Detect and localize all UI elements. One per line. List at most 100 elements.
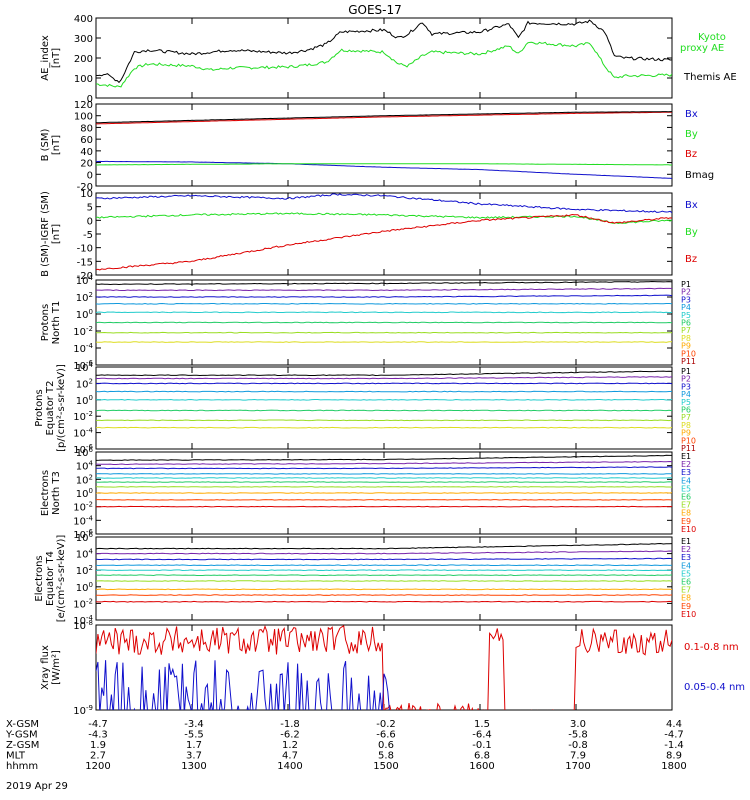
ephemeris-value: -5.5: [184, 730, 204, 741]
y-tick-label: 100: [74, 74, 93, 85]
legend-e3: E3: [681, 468, 691, 477]
y-tick-label: 10-6: [73, 443, 93, 456]
date-label: 2019 Apr 29: [6, 781, 68, 792]
panel-7: 106 104 102 100 10-2 10-4 ElectronsEquator T4[…: [34, 531, 696, 627]
ephemeris-value: 4.7: [282, 751, 298, 762]
ephemeris-value: 1400: [277, 761, 302, 772]
y-tick-label: 100: [76, 487, 93, 500]
legend-p11: P11: [681, 357, 696, 366]
y-tick-label: 0: [87, 94, 93, 105]
ephemeris-value: -0.8: [568, 740, 588, 751]
y-tick-label: 10-2: [73, 501, 93, 514]
y-tick-label: 10-4: [73, 514, 93, 527]
series-line-by: [96, 163, 672, 166]
ephemeris-value: 7.9: [570, 751, 586, 762]
ephemeris-value: 1.9: [90, 740, 106, 751]
y-axis-label: AE_index[nT]: [40, 35, 62, 81]
legend-p4: P4: [681, 303, 691, 312]
ephemeris-row-label: Z-GSM: [6, 740, 39, 751]
ephemeris-value: 0.6: [378, 740, 394, 751]
series-line-e4: [96, 473, 672, 475]
y-tick-label: 10-6: [73, 528, 93, 541]
y-tick-label: 0: [87, 170, 93, 181]
legend-p8: P8: [681, 334, 691, 343]
y-tick-label: -10: [77, 244, 93, 255]
y-axis-label: Xray flux[W/m²]: [40, 645, 62, 690]
legend-by: By: [685, 227, 698, 238]
legend-p3: P3: [681, 382, 691, 391]
series-group: [96, 542, 672, 603]
ephemeris-value: -0.1: [472, 740, 492, 751]
legend-e9: E9: [681, 517, 691, 526]
ephemeris-value: 3.0: [570, 719, 586, 730]
ephemeris-value: 1.5: [474, 719, 490, 730]
y-tick-label: 10-2: [73, 597, 93, 610]
legend-p9: P9: [681, 429, 691, 438]
y-tick-label: 102: [76, 473, 93, 486]
y-tick-label: 104: [76, 460, 94, 473]
series-line-p6: [96, 409, 672, 412]
series-line-e1: [96, 542, 672, 550]
ephemeris-value: -4.3: [88, 730, 108, 741]
y-tick-label: 10: [80, 189, 93, 200]
y-tick-label: 100: [74, 112, 93, 123]
y-tick-label: 400: [74, 14, 93, 25]
legend-e2: E2: [681, 545, 691, 554]
series-line-p5: [96, 398, 672, 401]
ephemeris-value: -1.8: [280, 719, 300, 730]
series-line-themis-ae: [96, 19, 672, 84]
series-line-e4: [96, 564, 672, 567]
legend-kyoto-proxy-ae: Kyoto proxy AE: [680, 32, 726, 54]
legend-e6: E6: [681, 578, 691, 587]
legend-e7: E7: [681, 586, 691, 595]
y-axis-label: ProtonsNorth T1: [40, 301, 62, 345]
legend-p9: P9: [681, 342, 691, 351]
series-line-bx: [96, 160, 672, 179]
ephemeris-value: 1600: [469, 761, 494, 772]
series-line-e2: [96, 460, 672, 466]
ephemeris-value: 1700: [565, 761, 590, 772]
legend-p8: P8: [681, 421, 691, 430]
y-tick-label: 10-2: [73, 410, 93, 423]
ephemeris-row-label: MLT: [6, 751, 26, 762]
series-line-p3: [96, 382, 672, 385]
y-tick-label: 10-4: [73, 614, 93, 627]
legend-p11: P11: [681, 444, 696, 453]
y-tick-label: 5: [87, 203, 93, 214]
series-line-p2: [96, 287, 672, 292]
series-line-by: [96, 212, 672, 225]
ephemeris-value: 1800: [661, 761, 686, 772]
ephemeris-value: 4.4: [666, 719, 682, 730]
legend-0-1-0-8-nm: 0.1-0.8 nm: [684, 642, 739, 653]
series-group: [96, 193, 672, 271]
ephemeris-value: 5.8: [378, 751, 394, 762]
series-line-bx: [96, 193, 672, 214]
y-tick-label: 106: [76, 531, 94, 544]
legend-e5: E5: [681, 484, 691, 493]
panel-5: 104 102 100 10-2 10-4 10-6 ProtonsEquator T2[p…: [34, 361, 696, 456]
y-tick-label: 300: [74, 34, 93, 45]
legend-p2: P2: [681, 375, 691, 384]
y-tick-label: -5: [83, 230, 93, 241]
ephemeris-row-label: Y-GSM: [5, 730, 38, 741]
legend-e3: E3: [681, 553, 691, 562]
series-line-p7: [96, 331, 672, 334]
y-tick-label: 100: [76, 394, 93, 407]
series-line-e3: [96, 466, 672, 470]
series-line-e2: [96, 550, 672, 555]
x-axis-ephemeris-table: X-GSM -4.7 -3.4 -1.8 -0.2 1.5 3.0 4.4Y-GSM -4.3-…: [5, 719, 687, 772]
ephemeris-value: -6.2: [280, 730, 300, 741]
legend-p7: P7: [681, 326, 691, 335]
ephemeris-value: -6.4: [472, 730, 492, 741]
legend-e1: E1: [681, 452, 691, 461]
y-tick-label: 0: [87, 216, 93, 227]
series-line-e7: [96, 486, 672, 488]
series-line-e1: [96, 454, 672, 461]
y-axis-label: ElectronsNorth T3: [40, 470, 62, 516]
series-group: [96, 454, 672, 508]
legend-bmag: Bmag: [685, 170, 714, 181]
legend-e4: E4: [681, 561, 691, 570]
